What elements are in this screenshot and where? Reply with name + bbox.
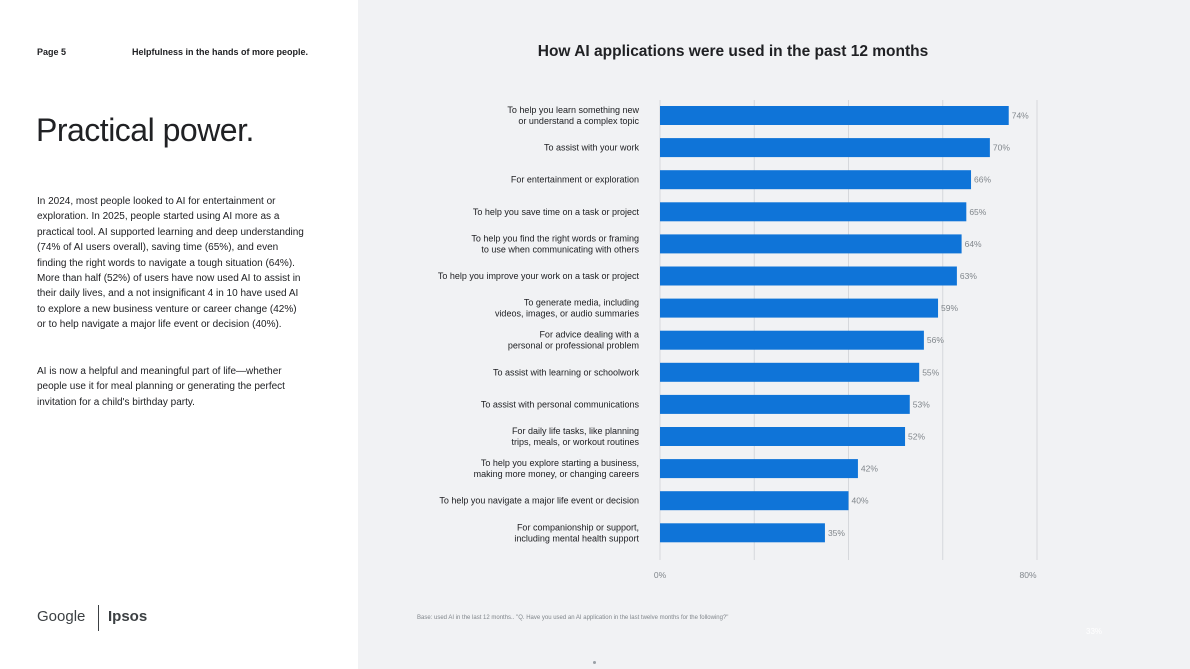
value-label: 53% (913, 399, 930, 409)
body-paragraph-2: AI is now a helpful and meaningful part … (37, 366, 285, 408)
bar (660, 106, 1009, 125)
bar (660, 330, 924, 350)
category-label: To assist with learning or schoolwork (493, 367, 640, 377)
ipsos-logo: Ipsos (108, 608, 148, 625)
bar (660, 298, 939, 318)
value-label: 63% (960, 271, 977, 281)
headline: Practical power. (36, 112, 254, 148)
bar (660, 491, 849, 511)
page-dot (593, 661, 596, 664)
value-label: 55% (922, 367, 939, 377)
left-panel: Page 5 Helpfulness in the hands of more … (0, 0, 358, 669)
category-label: To generate media, including videos, imag… (495, 298, 640, 319)
value-label: 56% (927, 335, 944, 345)
bar (660, 234, 962, 254)
value-label: 42% (861, 464, 878, 474)
logo-divider (98, 605, 99, 631)
category-label: For advice dealing with a personal or pro… (508, 330, 639, 351)
value-label: 64% (965, 239, 982, 249)
bar (660, 394, 910, 414)
page-number: Page 5 (37, 47, 67, 57)
category-label: To help you improve your work on a task … (438, 271, 640, 281)
bar (660, 138, 990, 158)
category-label: For companionship or support, including m… (514, 522, 639, 543)
value-label: 66% (974, 175, 991, 185)
bar (660, 266, 957, 286)
value-label: 74% (1012, 111, 1029, 121)
value-label: 59% (941, 303, 958, 313)
bar (660, 202, 967, 222)
value-label: 70% (993, 143, 1010, 153)
footnote: Base: used AI in the last 12 months.. "Q… (417, 615, 729, 621)
x-tick-label: 80% (1019, 570, 1036, 580)
value-label: 35% (828, 528, 845, 538)
bar (660, 427, 906, 446)
google-logo: Google (37, 608, 86, 625)
chart-title: How AI applications were used in the pas… (537, 43, 929, 60)
body-paragraph-1: In 2024, most people looked to AI for en… (37, 196, 304, 331)
category-label: To help you navigate a major life event … (439, 496, 639, 506)
category-label: To help you find the right words or fram… (471, 233, 639, 254)
bar (660, 170, 972, 190)
bar (660, 523, 825, 543)
x-tick-label: 0% (654, 570, 667, 580)
category-label: To assist with your work (544, 143, 640, 153)
value-label: 52% (908, 432, 925, 442)
category-label: To help you explore starting a business,… (474, 458, 640, 479)
value-label: 40% (852, 496, 869, 506)
category-label: To assist with personal communications (481, 399, 640, 409)
category-label: For daily life tasks, like planning trips… (511, 426, 639, 447)
bar (660, 362, 920, 382)
category-label: For entertainment or exploration (511, 175, 639, 185)
category-label: To help you save time on a task or proje… (473, 207, 640, 217)
corner-mark: 33% (1086, 627, 1103, 636)
bar (660, 459, 858, 479)
value-label: 65% (969, 207, 986, 217)
category-label: To help you learn something new or unders… (507, 105, 639, 126)
running-title: Helpfulness in the hands of more people. (132, 47, 309, 57)
